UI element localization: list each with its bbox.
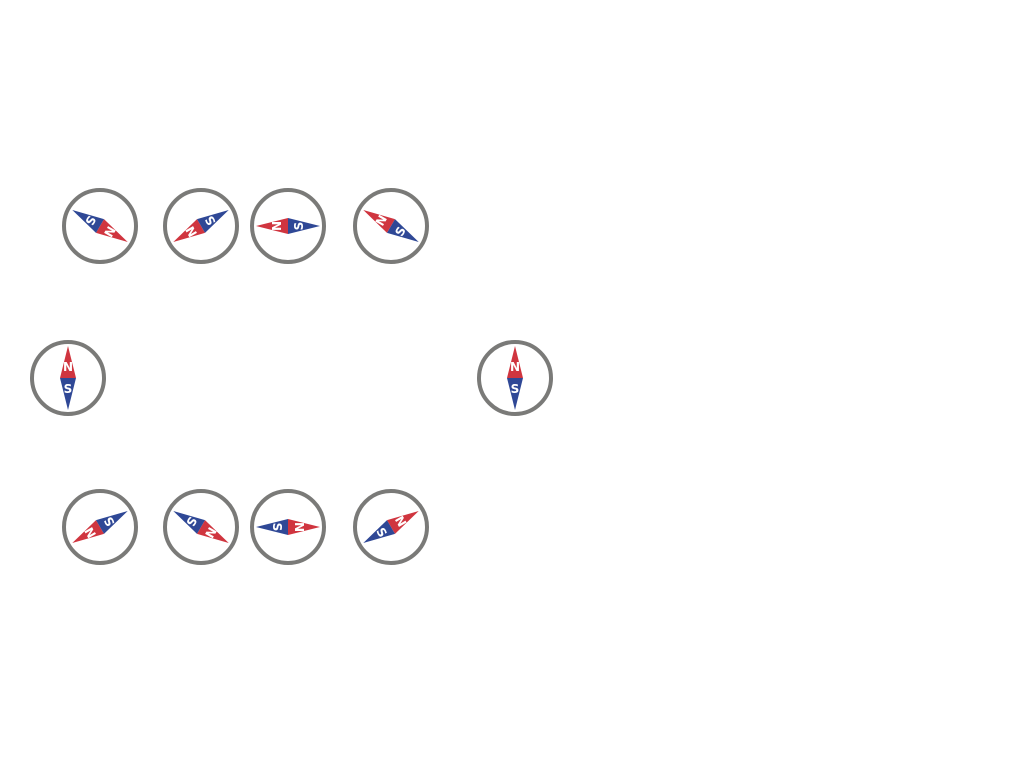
needle-south-half: [363, 520, 395, 543]
compass-bottom-4: NS: [353, 489, 429, 565]
needle-south-half: [197, 210, 229, 233]
needle-north-half: [363, 210, 395, 233]
north-label: N: [510, 360, 520, 374]
compass-needle: NS: [173, 511, 229, 543]
compass-bottom-1: NS: [62, 489, 138, 565]
compass-middle-left: NS: [30, 340, 106, 416]
needle-south-half: [387, 219, 419, 242]
compass-bottom-2: NS: [163, 489, 239, 565]
south-label: S: [292, 222, 306, 231]
needle-south-half: [173, 511, 205, 534]
compass-ring: [62, 489, 138, 565]
needle-north-half: [96, 219, 128, 242]
compass-ring: [163, 188, 239, 264]
compass-top-2: NS: [163, 188, 239, 264]
needle-south-half: [72, 210, 104, 233]
needle-south-half: [60, 378, 76, 410]
compass-needle: NS: [363, 511, 419, 543]
south-label: S: [64, 382, 73, 396]
needle-south-half: [507, 378, 523, 410]
compass-needle: NS: [173, 210, 229, 242]
compass-top-4: NS: [353, 188, 429, 264]
needle-north-half: [507, 346, 523, 378]
compass-middle-right: NS: [477, 340, 553, 416]
compass-ring: [163, 489, 239, 565]
compass-ring: [250, 188, 326, 264]
needle-south-half: [96, 511, 128, 534]
north-label: N: [270, 221, 284, 231]
north-label: N: [292, 522, 306, 532]
needle-north-half: [173, 219, 205, 242]
compass-ring: [250, 489, 326, 565]
compass-ring: [30, 340, 106, 416]
compass-top-1: NS: [62, 188, 138, 264]
south-label: S: [270, 523, 284, 532]
south-label: S: [511, 382, 520, 396]
compass-ring: [62, 188, 138, 264]
compass-needle: NS: [72, 511, 128, 543]
needle-north-half: [288, 519, 320, 535]
compass-ring: [477, 340, 553, 416]
compass-needle: NS: [72, 210, 128, 242]
needle-north-half: [387, 511, 419, 534]
compass-needle: NS: [507, 346, 523, 410]
compass-needle: NS: [256, 519, 320, 535]
compass-ring: [353, 489, 429, 565]
compass-bottom-3: NS: [250, 489, 326, 565]
compass-needle: NS: [363, 210, 419, 242]
needle-south-half: [256, 519, 288, 535]
compass-needle: NS: [60, 346, 76, 410]
needle-north-half: [256, 218, 288, 234]
compass-ring: [353, 188, 429, 264]
needle-north-half: [60, 346, 76, 378]
needle-south-half: [288, 218, 320, 234]
needle-north-half: [72, 520, 104, 543]
north-label: N: [63, 360, 73, 374]
needle-north-half: [197, 520, 229, 543]
